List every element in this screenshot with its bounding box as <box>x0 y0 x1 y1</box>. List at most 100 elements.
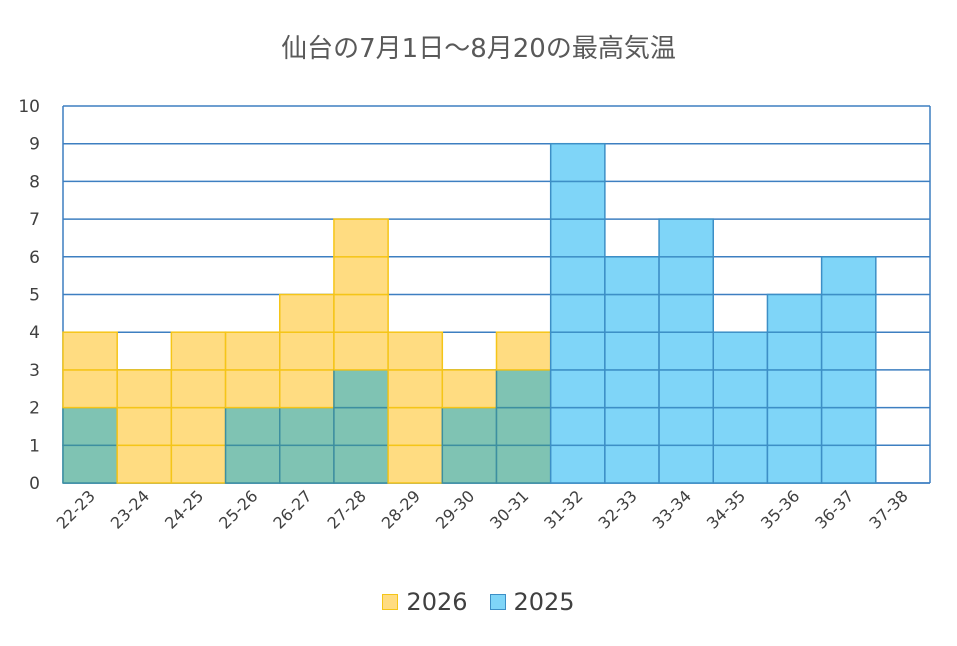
bar-cell-2025 <box>766 369 823 409</box>
bar-cell-2026 <box>170 331 227 371</box>
bar-cell-2026 <box>116 444 173 484</box>
bar-cell-overlap <box>279 444 335 484</box>
bar-cell-2026 <box>170 444 227 484</box>
x-tick-label: 31-32 <box>540 486 586 532</box>
y-tick-label: 7 <box>29 210 40 230</box>
bar-cell-2026 <box>224 369 281 409</box>
bar-cell-overlap <box>62 444 118 484</box>
bar-cell-overlap <box>333 406 389 447</box>
bar-cell-2025 <box>766 444 823 484</box>
bar-cell-2025 <box>549 256 606 296</box>
y-axis-ticks: 0 1 2 3 4 5 6 7 8 9 10 <box>18 97 40 494</box>
bar-group-33-34 <box>658 218 714 484</box>
bar-cell-2026 <box>62 369 118 409</box>
bar-cell-2026 <box>387 444 444 484</box>
bar-cell-2026 <box>441 369 498 409</box>
bar-cell-2026 <box>116 406 173 447</box>
x-tick-label: 33-34 <box>649 486 695 532</box>
bar-cell-2026 <box>387 331 444 371</box>
bar-cell-2025 <box>820 293 877 333</box>
bar-cell-overlap <box>279 406 335 447</box>
bar-cell-2025 <box>549 369 606 409</box>
legend-item-2026: 2026 <box>382 588 468 616</box>
x-tick-label: 24-25 <box>161 486 207 532</box>
bar-cell-2026 <box>279 369 335 409</box>
bar-cell-overlap <box>224 444 281 484</box>
bar-cell-2025 <box>549 406 606 447</box>
y-tick-label: 5 <box>29 286 40 306</box>
y-tick-label: 3 <box>29 361 40 381</box>
bar-cell-2025 <box>604 369 660 409</box>
bar-cell-2025 <box>712 406 769 447</box>
bar-cell-overlap <box>495 444 552 484</box>
bar-cell-overlap <box>441 444 498 484</box>
bar-cell-2025 <box>549 293 606 333</box>
bar-cell-2026 <box>333 293 389 333</box>
bar-cell-2025 <box>604 331 660 371</box>
bar-group-36-37 <box>820 256 877 484</box>
bar-cell-2025 <box>658 293 714 333</box>
bar-group-31-32 <box>549 142 606 484</box>
bar-cell-2025 <box>604 406 660 447</box>
bar-cell-2025 <box>658 218 714 258</box>
x-tick-label: 28-29 <box>378 486 424 532</box>
bar-group-29-30 <box>441 369 498 484</box>
bar-cell-2025 <box>549 180 606 220</box>
bar-cell-2026 <box>62 331 118 371</box>
x-tick-label: 26-27 <box>269 486 315 532</box>
x-tick-label: 30-31 <box>486 486 532 532</box>
bar-cell-2025 <box>658 331 714 371</box>
bar-cell-2025 <box>658 256 714 296</box>
bar-cell-overlap <box>62 406 118 447</box>
bar-cell-2025 <box>658 444 714 484</box>
bar-cell-2025 <box>549 218 606 258</box>
bar-cell-2026 <box>279 293 335 333</box>
y-tick-label: 9 <box>29 135 40 155</box>
legend-item-2025: 2025 <box>489 588 575 616</box>
x-tick-label: 22-23 <box>53 486 99 532</box>
bar-cell-2025 <box>658 406 714 447</box>
y-tick-label: 8 <box>29 172 40 192</box>
bar-cell-2025 <box>766 293 823 333</box>
bar-cell-2026 <box>279 331 335 371</box>
x-tick-label: 35-36 <box>757 486 803 532</box>
legend-label-2026: 2026 <box>406 588 468 616</box>
bar-cell-2025 <box>766 331 823 371</box>
bar-cell-2025 <box>820 331 877 371</box>
bar-cell-2026 <box>333 331 389 371</box>
bar-group-27-28 <box>333 218 389 484</box>
x-tick-label: 36-37 <box>811 486 857 532</box>
legend-label-2025: 2025 <box>513 588 575 616</box>
bar-cell-2025 <box>549 444 606 484</box>
x-axis-ticks: 22-23 23-24 24-25 25-26 26-27 27-28 28-29 29-30… <box>53 486 912 532</box>
x-tick-label: 25-26 <box>215 486 261 532</box>
x-tick-label: 34-35 <box>703 486 749 532</box>
bar-cell-2025 <box>766 406 823 447</box>
bar-group-23-24 <box>116 369 173 484</box>
bar-cell-2026 <box>387 369 444 409</box>
bar-cell-2025 <box>820 444 877 484</box>
y-tick-label: 0 <box>29 474 40 494</box>
bar-cell-2026 <box>333 256 389 296</box>
bar-cell-2025 <box>712 331 769 371</box>
bar-cell-2025 <box>549 331 606 371</box>
bar-cell-2025 <box>712 369 769 409</box>
x-tick-label: 32-33 <box>594 486 640 532</box>
bar-cell-2025 <box>604 293 660 333</box>
bar-cell-overlap <box>441 406 498 447</box>
bar-cell-overlap <box>495 369 552 409</box>
bar-cell-2025 <box>820 256 877 296</box>
bar-group-28-29 <box>387 331 444 484</box>
bars-layer <box>62 142 877 484</box>
bar-cell-overlap <box>224 406 281 447</box>
bar-cell-2026 <box>116 369 173 409</box>
bar-cell-2026 <box>170 369 227 409</box>
bar-group-25-26 <box>224 331 281 484</box>
y-tick-label: 10 <box>18 97 40 117</box>
bar-group-24-25 <box>170 331 227 484</box>
legend-swatch-2025 <box>489 594 506 610</box>
x-tick-label: 37-38 <box>865 486 911 532</box>
y-tick-label: 2 <box>29 399 40 419</box>
bar-cell-2025 <box>658 369 714 409</box>
